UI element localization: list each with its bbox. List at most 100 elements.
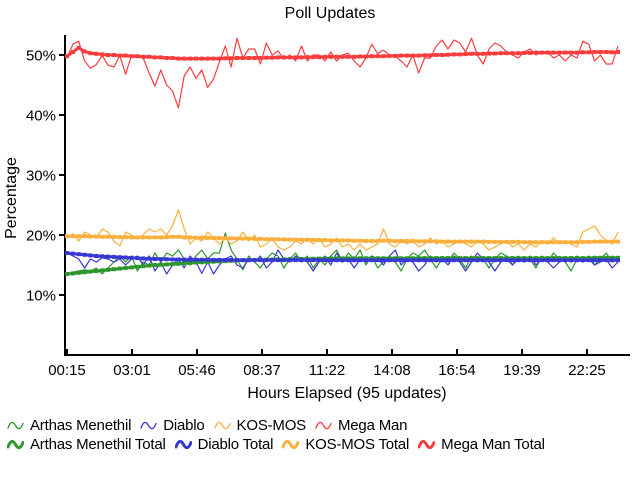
series-marker-kos-mos-total	[487, 239, 491, 244]
line-swatch-icon	[140, 421, 157, 430]
series-marker-mega-man-total	[563, 50, 568, 55]
series-marker-diablo-total	[106, 254, 110, 259]
series-marker-mega-man-total	[533, 50, 538, 55]
series-marker-mega-man-total	[188, 56, 193, 61]
series-marker-mega-man-total	[100, 52, 105, 57]
series-marker-mega-man-total	[328, 54, 333, 59]
series-marker-mega-man-total	[194, 56, 198, 61]
series-marker-diablo-total	[164, 257, 169, 262]
series-marker-diablo-total	[199, 257, 204, 262]
series-marker-diablo-total	[88, 253, 93, 258]
series-marker-kos-mos-total	[569, 240, 574, 245]
y-tick-label: 20%	[26, 228, 56, 245]
series-marker-diablo-total	[229, 258, 234, 262]
series-marker-mega-man-total	[258, 56, 263, 60]
series-marker-diablo-total	[569, 258, 574, 263]
series-marker-mega-man-total	[129, 54, 134, 59]
series-marker-diablo-total	[405, 258, 409, 263]
legend-item-arthas-menethil-total: Arthas Menethil Total	[7, 435, 166, 454]
line-swatch-icon	[174, 439, 192, 450]
series-marker-mega-man-total	[457, 52, 462, 57]
series-marker-arthas-menethil-total	[141, 264, 146, 269]
series-marker-diablo-total	[551, 258, 556, 263]
series-marker-kos-mos-total	[205, 236, 210, 240]
series-marker-mega-man-total	[475, 51, 480, 56]
series-marker-kos-mos-total	[264, 237, 269, 242]
series-marker-diablo-total	[352, 258, 357, 263]
series-marker-kos-mos-total	[381, 238, 386, 243]
y-tick-label: 10%	[26, 288, 56, 305]
series-marker-diablo-total	[481, 258, 486, 263]
series-marker-mega-man-total	[352, 54, 357, 59]
series-marker-kos-mos-total	[135, 235, 140, 240]
series-marker-mega-man-total	[141, 54, 146, 59]
series-marker-arthas-menethil-total	[106, 267, 110, 272]
series-marker-kos-mos-total	[311, 237, 316, 242]
series-marker-kos-mos-total	[147, 235, 152, 240]
series-marker-mega-man-total	[106, 53, 110, 57]
legend-item-arthas-menethil: Arthas Menethil	[7, 416, 131, 435]
line-swatch-icon	[418, 439, 436, 450]
x-tick-label: 16:54	[438, 362, 476, 379]
series-marker-diablo-total	[457, 258, 462, 263]
series-marker-arthas-menethil-total	[199, 260, 204, 265]
series-marker-arthas-menethil-total	[522, 256, 527, 261]
series-marker-mega-man-total	[264, 55, 269, 60]
series-marker-mega-man-total	[440, 53, 445, 57]
series-marker-kos-mos-total	[375, 239, 380, 243]
series-marker-mega-man-total	[199, 56, 204, 61]
series-marker-kos-mos-total	[545, 240, 550, 245]
series-marker-diablo-total	[346, 258, 351, 263]
series-marker-diablo-total	[586, 258, 591, 263]
series-marker-arthas-menethil-total	[539, 256, 544, 261]
series-marker-arthas-menethil-total	[111, 267, 116, 272]
legend-item-kos-mos: KOS-MOS	[213, 416, 306, 435]
series-marker-mega-man-total	[557, 50, 562, 55]
series-marker-diablo-total	[334, 258, 339, 263]
series-marker-kos-mos-total	[281, 237, 286, 242]
series-marker-diablo-total	[141, 256, 146, 261]
series-marker-mega-man-total	[311, 55, 316, 60]
series-marker-kos-mos-total	[88, 234, 93, 239]
series-marker-mega-man-total	[598, 50, 603, 54]
series-marker-arthas-menethil-total	[170, 262, 175, 267]
series-marker-kos-mos-total	[258, 236, 263, 241]
series-marker-arthas-menethil-total	[65, 272, 69, 276]
series-marker-diablo-total	[428, 258, 433, 263]
series-marker-mega-man-total	[293, 55, 298, 60]
series-marker-diablo-total	[575, 258, 579, 263]
series-marker-arthas-menethil-total	[580, 256, 585, 261]
series-marker-mega-man-total	[111, 53, 116, 57]
series-marker-diablo-total	[592, 258, 597, 263]
series-marker-arthas-menethil-total	[76, 270, 81, 275]
series-marker-diablo-total	[504, 258, 509, 263]
series-marker-kos-mos-total	[70, 234, 75, 239]
x-tick-label: 14:08	[373, 362, 411, 379]
series-marker-kos-mos-total	[504, 239, 509, 244]
series-marker-mega-man-total	[170, 56, 175, 60]
series-marker-diablo-total	[252, 258, 257, 263]
series-marker-kos-mos-total	[481, 239, 486, 244]
series-marker-arthas-menethil-total	[487, 256, 491, 261]
series-marker-diablo-total	[211, 257, 216, 262]
series-marker-mega-man-total	[182, 56, 187, 61]
series-marker-diablo-total	[557, 258, 562, 263]
legend-label: Mega Man Total	[441, 436, 545, 453]
series-marker-diablo-total	[533, 258, 538, 263]
series-marker-mega-man-total	[176, 56, 181, 61]
series-marker-kos-mos-total	[229, 236, 234, 241]
series-marker-diablo-total	[94, 254, 99, 258]
series-marker-arthas-menethil-total	[205, 260, 210, 264]
series-marker-diablo-total	[393, 258, 398, 263]
series-marker-arthas-menethil-total	[434, 256, 439, 261]
series-marker-mega-man-total	[346, 54, 351, 59]
series-marker-kos-mos-total	[580, 239, 585, 244]
series-marker-diablo-total	[176, 257, 181, 262]
series-marker-kos-mos-total	[276, 237, 280, 242]
series-marker-diablo-total	[446, 258, 450, 263]
x-tick-label: 03:01	[113, 362, 151, 379]
series-marker-kos-mos-total	[405, 239, 409, 243]
series-marker-mega-man-total	[481, 51, 486, 56]
series-marker-kos-mos-total	[616, 239, 620, 244]
series-marker-mega-man-total	[358, 54, 363, 59]
